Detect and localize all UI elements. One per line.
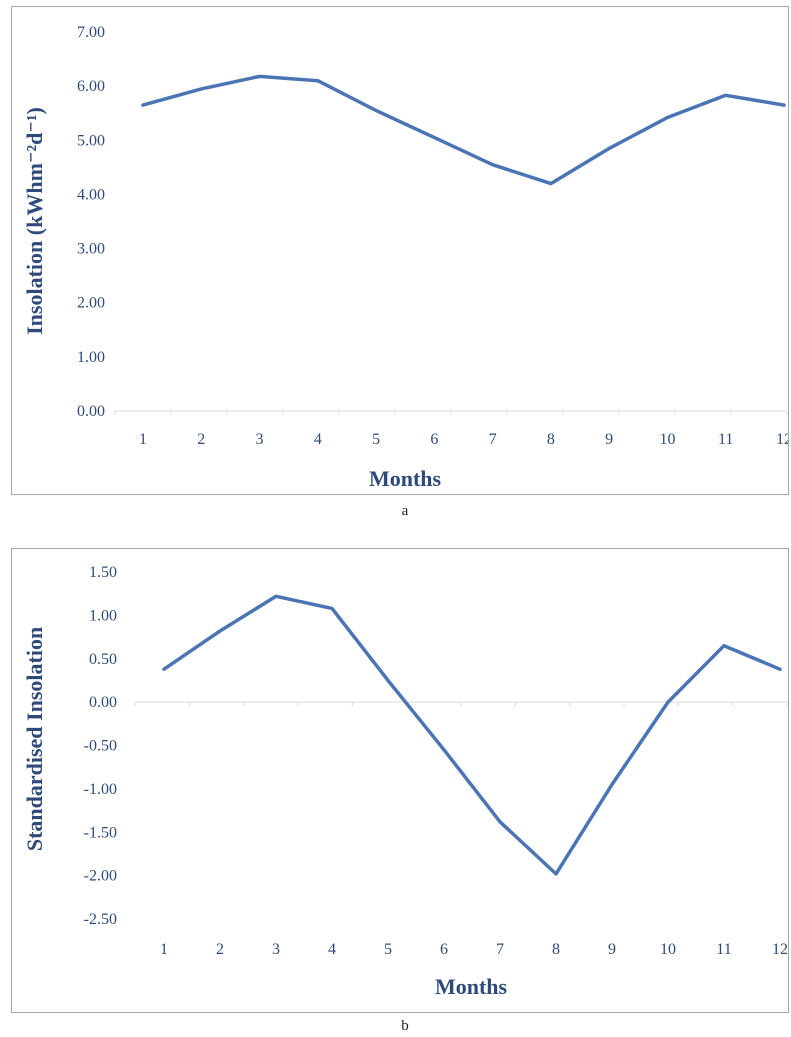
x-tick-label: 5 — [372, 431, 380, 448]
x-tick-label: 9 — [605, 431, 613, 448]
chart-panel-a: 0.001.002.003.004.005.006.007.0012345678… — [11, 6, 789, 495]
y-tick-label: -0.50 — [84, 738, 117, 755]
x-tick-label: 7 — [496, 941, 504, 958]
y-tick-label: 0.00 — [89, 694, 117, 711]
series-line — [164, 596, 780, 874]
x-tick-label: 1 — [139, 431, 147, 448]
y-tick-label: 0.50 — [89, 651, 117, 668]
series-line — [143, 76, 784, 183]
x-tick-label: 9 — [608, 941, 616, 958]
x-tick-label: 1 — [160, 941, 168, 958]
panel-caption-b: b — [385, 1018, 425, 1035]
x-tick-label: 7 — [489, 431, 497, 448]
insolation-line-chart: 0.001.002.003.004.005.006.007.0012345678… — [12, 7, 788, 494]
x-tick-label: 10 — [659, 431, 675, 448]
x-tick-label: 11 — [716, 941, 731, 958]
x-tick-label: 3 — [256, 431, 264, 448]
x-tick-label: 5 — [384, 941, 392, 958]
y-axis-title: Standardised Insolation — [22, 627, 47, 851]
x-tick-label: 10 — [660, 941, 676, 958]
y-tick-label: 4.00 — [77, 186, 105, 203]
y-tick-label: 5.00 — [77, 132, 105, 149]
y-tick-label: 0.00 — [77, 403, 105, 420]
y-tick-label: 6.00 — [77, 78, 105, 95]
x-tick-label: 12 — [776, 431, 788, 448]
y-tick-label: 1.50 — [89, 564, 117, 581]
y-tick-label: -2.50 — [84, 911, 117, 928]
y-tick-label: 3.00 — [77, 241, 105, 258]
x-tick-label: 6 — [440, 941, 448, 958]
y-tick-label: 1.00 — [89, 607, 117, 624]
x-tick-label: 4 — [314, 431, 322, 448]
chart-panel-b: -2.50 -2.00 -1.50 -1.00 -0.50 0.00 0.50 1.00 1.5… — [11, 548, 789, 1013]
x-tick-label: 8 — [547, 431, 555, 448]
x-tick-label: 3 — [272, 941, 280, 958]
y-tick-label: -1.00 — [84, 781, 117, 798]
x-tick-label: 2 — [216, 941, 224, 958]
x-axis-title: Months — [435, 974, 508, 999]
standardised-insolation-line-chart: -2.50 -2.00 -1.50 -1.00 -0.50 0.00 0.50 1.00 1.5… — [12, 549, 788, 1012]
x-axis-title: Months — [369, 466, 442, 491]
x-tick-label: 2 — [197, 431, 205, 448]
y-tick-label: 7.00 — [77, 24, 105, 41]
y-tick-label: -1.50 — [84, 824, 117, 841]
y-axis-title: Insolation (kWhm⁻²d⁻¹) — [22, 107, 47, 335]
x-tick-label: 11 — [718, 431, 733, 448]
x-tick-label: 6 — [430, 431, 438, 448]
x-tick-label: 12 — [772, 941, 788, 958]
y-tick-label: 2.00 — [77, 295, 105, 312]
x-tick-label: 4 — [328, 941, 336, 958]
x-tick-label: 8 — [552, 941, 560, 958]
y-tick-label: -2.00 — [84, 868, 117, 885]
y-tick-label: 1.00 — [77, 349, 105, 366]
panel-caption-a: a — [385, 503, 425, 520]
